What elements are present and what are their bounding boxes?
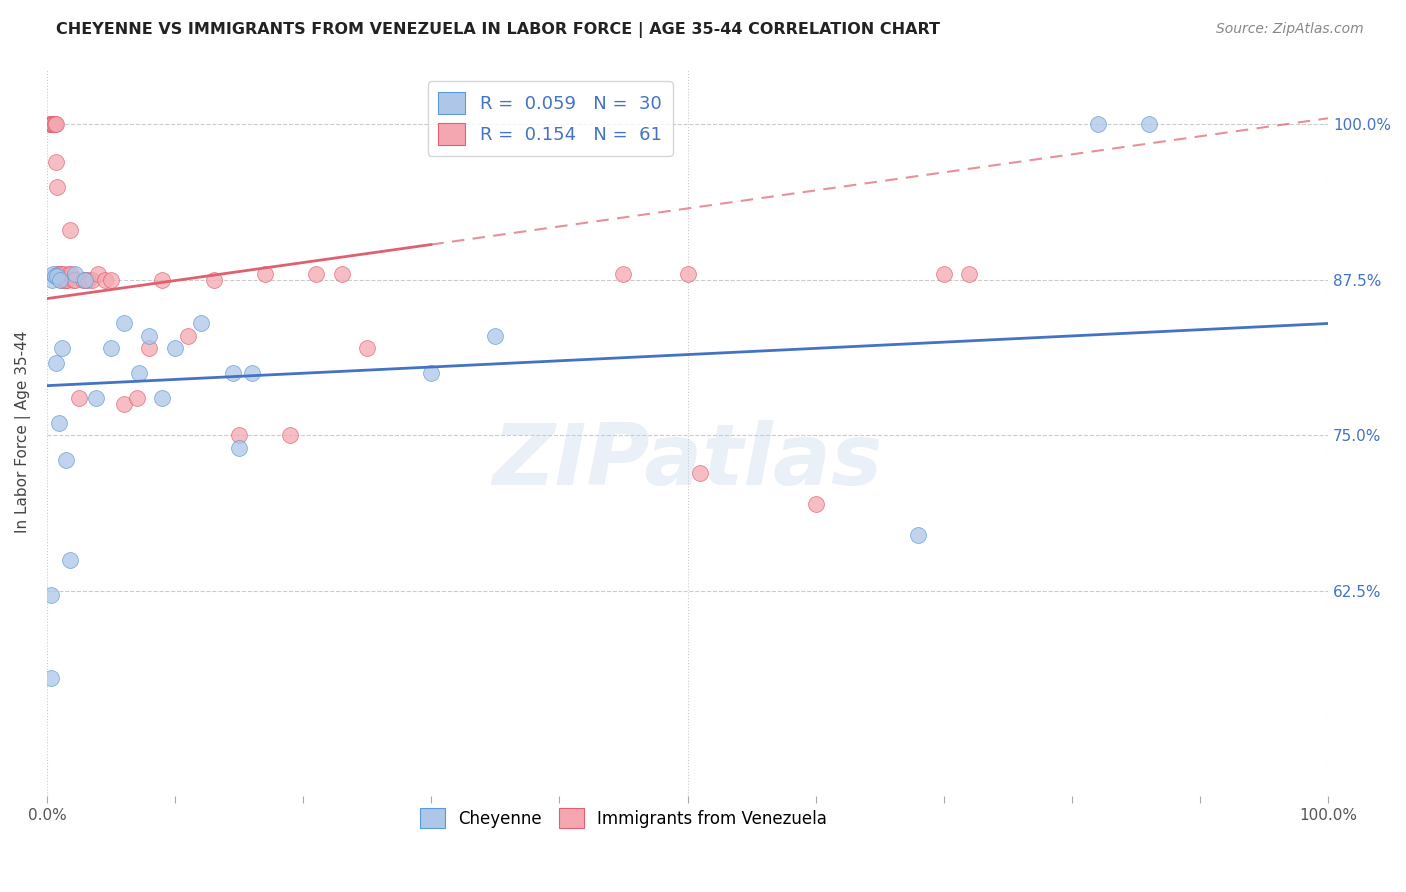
Text: ZIPatlas: ZIPatlas: [492, 420, 883, 503]
Point: [45, 356, 67, 370]
Text: Source: ZipAtlas.com: Source: ZipAtlas.com: [1216, 22, 1364, 37]
Point: [46, 267, 69, 281]
Point: [150, 273, 173, 287]
Point: [59, 553, 82, 567]
Point: [280, 428, 302, 442]
Point: [63, 267, 86, 281]
Point: [55, 273, 77, 287]
Point: [59, 223, 82, 237]
Point: [612, 267, 634, 281]
Y-axis label: In Labor Force | Age 35-44: In Labor Force | Age 35-44: [15, 331, 31, 533]
Point: [39, 118, 62, 132]
Point: [48, 267, 70, 281]
Point: [228, 428, 250, 442]
Point: [957, 267, 980, 281]
Point: [202, 273, 225, 287]
Point: [53, 273, 76, 287]
Point: [41, 118, 63, 132]
Point: [222, 366, 245, 380]
Point: [45, 118, 67, 132]
Point: [112, 397, 135, 411]
Point: [676, 267, 699, 281]
Point: [932, 267, 955, 281]
Point: [125, 391, 148, 405]
Point: [100, 273, 122, 287]
Point: [484, 329, 506, 343]
Point: [80, 273, 103, 287]
Point: [46, 179, 69, 194]
Point: [67, 391, 90, 405]
Point: [75, 273, 97, 287]
Point: [39, 118, 62, 132]
Point: [48, 416, 70, 430]
Point: [240, 366, 263, 380]
Point: [51, 273, 73, 287]
Point: [907, 528, 929, 542]
Point: [42, 267, 65, 281]
Point: [41, 118, 63, 132]
Point: [420, 366, 443, 380]
Point: [330, 267, 353, 281]
Point: [84, 391, 107, 405]
Point: [804, 497, 827, 511]
Point: [93, 273, 115, 287]
Point: [45, 154, 67, 169]
Point: [44, 269, 66, 284]
Point: [62, 273, 84, 287]
Point: [49, 273, 72, 287]
Point: [112, 317, 135, 331]
Point: [77, 273, 100, 287]
Point: [100, 342, 122, 356]
Legend: Cheyenne, Immigrants from Venezuela: Cheyenne, Immigrants from Venezuela: [413, 801, 834, 835]
Point: [165, 342, 187, 356]
Point: [41, 273, 63, 287]
Point: [42, 118, 65, 132]
Point: [128, 366, 150, 380]
Point: [49, 267, 72, 281]
Point: [39, 118, 62, 132]
Point: [138, 342, 160, 356]
Point: [49, 267, 72, 281]
Point: [56, 273, 79, 287]
Point: [51, 342, 73, 356]
Point: [87, 267, 110, 281]
Point: [44, 118, 66, 132]
Point: [39, 671, 62, 685]
Point: [177, 329, 200, 343]
Point: [138, 329, 160, 343]
Point: [190, 317, 212, 331]
Point: [44, 118, 66, 132]
Point: [39, 588, 62, 602]
Text: CHEYENNE VS IMMIGRANTS FROM VENEZUELA IN LABOR FORCE | AGE 35-44 CORRELATION CHA: CHEYENNE VS IMMIGRANTS FROM VENEZUELA IN…: [56, 22, 941, 38]
Point: [356, 342, 378, 356]
Point: [689, 466, 711, 480]
Point: [46, 269, 69, 284]
Point: [150, 391, 173, 405]
Point: [228, 441, 250, 455]
Point: [253, 267, 276, 281]
Point: [41, 118, 63, 132]
Point: [42, 118, 65, 132]
Point: [1137, 118, 1160, 132]
Point: [60, 267, 83, 281]
Point: [52, 267, 75, 281]
Point: [49, 273, 72, 287]
Point: [55, 453, 77, 467]
Point: [63, 273, 86, 287]
Point: [72, 273, 94, 287]
Point: [305, 267, 328, 281]
Point: [75, 273, 97, 287]
Point: [38, 118, 60, 132]
Point: [1087, 118, 1109, 132]
Point: [58, 267, 80, 281]
